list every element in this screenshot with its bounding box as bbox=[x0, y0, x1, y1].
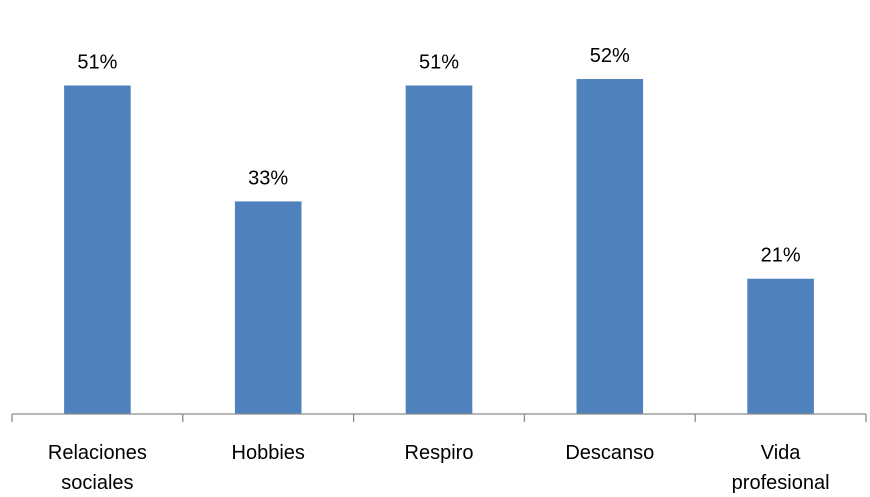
bar bbox=[234, 201, 302, 414]
value-labels-group: 51% 33% 51% 52% 21% bbox=[77, 45, 800, 267]
bar-value-label: 21% bbox=[761, 245, 801, 267]
bar-value-label: 51% bbox=[77, 51, 117, 73]
category-label-line: Relaciones bbox=[48, 442, 147, 464]
category-label-line: Descanso bbox=[565, 442, 654, 464]
category-label: Hobbies bbox=[232, 442, 305, 464]
bar-value-label: 51% bbox=[419, 51, 459, 73]
bar bbox=[576, 79, 644, 415]
x-axis-ticks-group bbox=[11, 414, 867, 422]
bars-group bbox=[64, 79, 814, 415]
category-label: Descanso bbox=[565, 442, 654, 464]
category-label-line: Respiro bbox=[405, 442, 474, 464]
bar-value-label: 52% bbox=[590, 45, 630, 67]
category-label: Relaciones sociales bbox=[48, 442, 147, 494]
category-labels-group: Relaciones sociales Hobbies Respiro Descanso… bbox=[48, 442, 830, 494]
bar-value-label: 33% bbox=[248, 167, 288, 189]
category-label-line: sociales bbox=[61, 472, 133, 494]
category-label: Respiro bbox=[405, 442, 474, 464]
bar bbox=[64, 85, 131, 414]
category-label-line: Hobbies bbox=[232, 442, 305, 464]
category-label-line: Vida bbox=[761, 442, 802, 464]
category-label: Vida profesional bbox=[732, 442, 830, 494]
category-label-line: profesional bbox=[732, 472, 830, 494]
bar bbox=[747, 278, 814, 414]
bar bbox=[405, 85, 473, 414]
